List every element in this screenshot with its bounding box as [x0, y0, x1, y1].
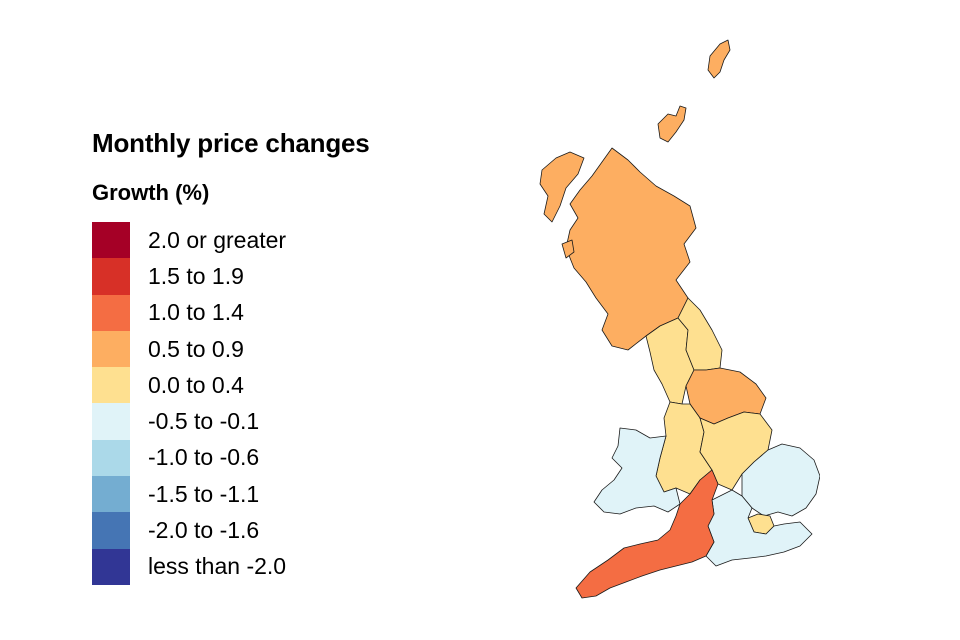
legend-swatch	[92, 476, 130, 513]
legend-item: 2.0 or greater	[92, 222, 287, 259]
legend-swatch	[92, 403, 130, 440]
region-scotland-island	[539, 151, 585, 223]
legend-label: 1.0 to 1.4	[148, 299, 244, 326]
legend-title: Monthly price changes	[92, 128, 370, 158]
legend-label: 1.5 to 1.9	[148, 262, 244, 289]
legend-label: 2.0 or greater	[148, 226, 287, 253]
legend-item: -0.5 to -0.1	[92, 403, 286, 440]
legend-swatch	[92, 439, 130, 477]
region-south-west[interactable]	[575, 469, 719, 599]
legend-item: less than -2.0	[92, 548, 287, 585]
region-scotland-island	[707, 39, 731, 79]
legend-swatch	[92, 222, 130, 259]
region-east-of-england[interactable]	[741, 443, 820, 517]
legend-label: 0.0 to 0.4	[148, 371, 244, 398]
legend-subtitle: Growth (%)	[92, 180, 210, 205]
legend-label: less than -2.0	[148, 553, 287, 580]
legend-item: 1.0 to 1.4	[92, 294, 286, 331]
legend-item: 1.5 to 1.9	[92, 258, 286, 295]
legend-swatch	[92, 294, 130, 331]
legend-label: -1.0 to -0.6	[148, 444, 260, 471]
region-map	[539, 39, 820, 599]
legend-item: -1.5 to -1.1	[92, 476, 286, 513]
legend-item: -2.0 to -1.6	[92, 512, 286, 549]
legend-swatch	[92, 258, 130, 295]
legend-item: -1.0 to -0.6	[92, 439, 286, 477]
legend-swatch	[92, 367, 130, 404]
region-scotland-island	[561, 239, 575, 259]
legend-label: -1.5 to -1.1	[148, 480, 260, 507]
legend-label: -0.5 to -0.1	[148, 408, 260, 435]
legend-item: 0.5 to 0.9	[92, 330, 286, 368]
region-scotland[interactable]	[565, 147, 697, 351]
region-wales[interactable]	[593, 427, 681, 515]
legend: 2.0 or greater 1.5 to 1.9 1.0 to 1.4 0.5…	[92, 222, 286, 585]
region-scotland-island	[657, 105, 687, 143]
legend-item: 0.0 to 0.4	[92, 367, 286, 404]
legend-label: 0.5 to 0.9	[148, 335, 244, 362]
legend-swatch	[92, 512, 130, 549]
legend-label: -2.0 to -1.6	[148, 517, 260, 544]
legend-swatch	[92, 548, 130, 585]
legend-swatch	[92, 330, 130, 368]
